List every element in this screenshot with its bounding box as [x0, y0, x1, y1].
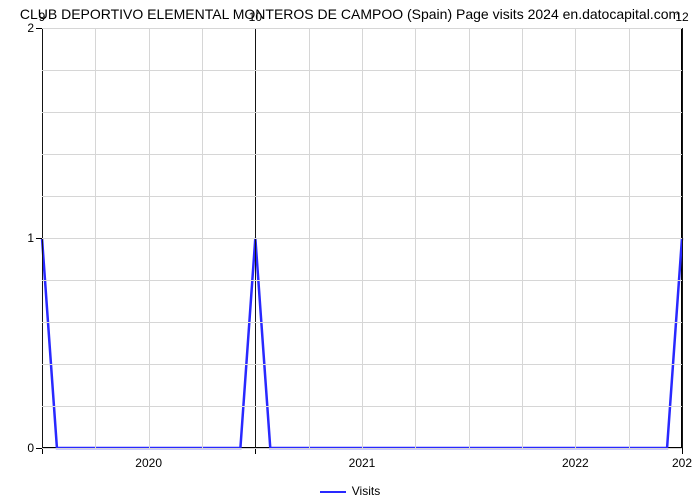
grid-h-minor: [42, 280, 682, 281]
x-label: 2021: [349, 456, 376, 470]
x-label-top: 12: [675, 10, 688, 24]
grid-h: [42, 28, 682, 29]
y-label: 2: [27, 21, 34, 35]
grid-h-minor: [42, 112, 682, 113]
plot-area: 91012202020212022202012: [42, 28, 682, 448]
grid-h-minor: [42, 322, 682, 323]
grid-h-minor: [42, 364, 682, 365]
legend: Visits: [0, 484, 700, 498]
grid-h-minor: [42, 196, 682, 197]
grid-h: [42, 448, 682, 449]
chart-title: CLUB DEPORTIVO ELEMENTAL MONTEROS DE CAM…: [0, 6, 700, 22]
legend-label: Visits: [352, 484, 380, 498]
y-label: 0: [27, 441, 34, 455]
x-label-top: 9: [39, 10, 46, 24]
y-tick: [36, 448, 42, 449]
grid-h-minor: [42, 70, 682, 71]
y-tick: [36, 28, 42, 29]
grid-h: [42, 238, 682, 239]
x-label-top: 10: [249, 10, 262, 24]
x-label: 2022: [562, 456, 589, 470]
grid-h-minor: [42, 154, 682, 155]
grid-h-minor: [42, 406, 682, 407]
chart-container: CLUB DEPORTIVO ELEMENTAL MONTEROS DE CAM…: [0, 0, 700, 500]
y-label: 1: [27, 231, 34, 245]
y-tick: [36, 238, 42, 239]
x-label: 202: [672, 456, 692, 470]
x-tick: [682, 448, 683, 454]
x-label: 2020: [135, 456, 162, 470]
legend-swatch: [320, 491, 346, 493]
major-grid-v: [682, 28, 683, 448]
